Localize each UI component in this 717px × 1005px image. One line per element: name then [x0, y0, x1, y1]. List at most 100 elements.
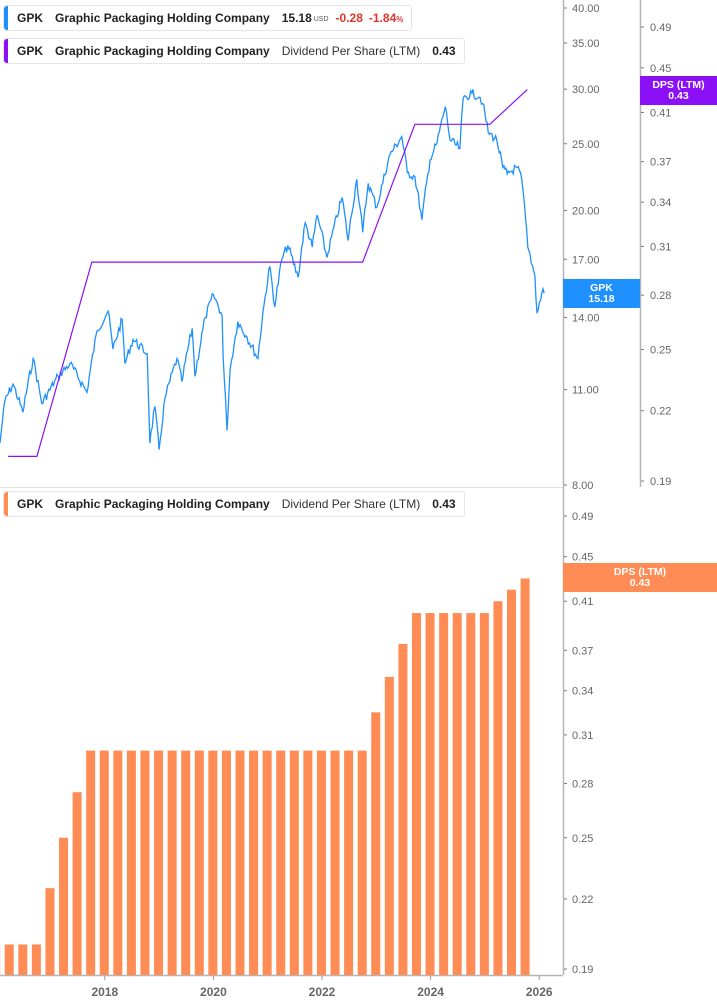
dps-legend-top[interactable]: GPK Graphic Packaging Holding Company Di… [3, 38, 465, 64]
company-name: Graphic Packaging Holding Company [55, 11, 270, 25]
dps-bar [154, 750, 164, 975]
tag-label: DPS (LTM) [652, 78, 705, 91]
dps-line [8, 89, 528, 457]
price-axis-label: 35.00 [572, 38, 600, 50]
x-axis-label: 2018 [91, 985, 118, 999]
bar-axis-label: 0.49 [572, 511, 593, 523]
dps-bar [371, 712, 381, 975]
dps-axis-label: 0.31 [650, 241, 671, 253]
dps-axis-label: 0.28 [650, 290, 671, 302]
pct-sign: % [396, 15, 404, 24]
dps-bar [316, 750, 326, 975]
dps-bar [507, 589, 517, 975]
dps-bar [167, 750, 177, 975]
dps-bar [520, 578, 530, 975]
bar-axis-label: 0.45 [572, 552, 593, 564]
dps-bar [425, 613, 435, 975]
dps-bar [344, 750, 354, 975]
x-axis-label: 2020 [200, 985, 227, 999]
bar-axis-label: 0.22 [572, 894, 593, 906]
price-axis-label: 17.00 [572, 254, 600, 266]
metric-name: Dividend Per Share (LTM) [281, 44, 421, 58]
dps-bar [249, 750, 259, 975]
dps-bar [86, 750, 96, 975]
price-axis-label: 20.00 [572, 206, 600, 218]
bar-axis-label: 0.31 [572, 730, 593, 742]
tag-value: 15.18 [588, 292, 615, 305]
dps-bar [330, 750, 340, 975]
dps-bar [181, 750, 191, 975]
x-axis-label: 2024 [417, 985, 444, 999]
dps-bar [18, 944, 28, 975]
price-value: 15.18 [281, 11, 312, 25]
price-change-pct: -1.84 [368, 11, 397, 25]
bar-axis-label: 0.34 [572, 686, 593, 698]
bar-axis-label: 0.41 [572, 596, 593, 608]
dps-bar [398, 643, 408, 975]
bar-axis-label: 0.25 [572, 833, 593, 845]
dps-bar [31, 944, 41, 975]
price-axis-label: 25.00 [572, 139, 600, 151]
price-axis-label: 8.00 [572, 480, 593, 492]
bar-axis-label: 0.28 [572, 779, 593, 791]
dps-last-value-tag-top: DPS (LTM) 0.43 [640, 76, 717, 105]
dps-bar [289, 750, 299, 975]
dps-bar [72, 792, 82, 975]
price-line [0, 88, 545, 450]
tag-label: DPS (LTM) [613, 565, 667, 578]
dps-bar [59, 837, 69, 975]
dps-bar [303, 750, 313, 975]
price-change: -0.28 [335, 11, 363, 25]
dps-bar [45, 888, 55, 975]
dps-axis-label: 0.34 [650, 197, 671, 209]
dps-bar [4, 944, 14, 975]
dps-bar [357, 750, 367, 975]
price-series-color [4, 6, 8, 30]
dps-axis-label: 0.41 [650, 107, 671, 119]
dps-bar [466, 613, 476, 975]
dps-bar [140, 750, 150, 975]
dps-legend-bottom[interactable]: GPK Graphic Packaging Holding Company Di… [3, 491, 465, 517]
tag-label: GPK [590, 281, 613, 294]
dps-bar [411, 613, 421, 975]
dps-axis-label: 0.22 [650, 406, 671, 418]
symbol: GPK [17, 497, 44, 511]
price-axis-label: 14.00 [572, 312, 600, 324]
dps-bar [479, 613, 489, 975]
price-axis-label: 11.00 [572, 385, 599, 397]
dps-bar [221, 750, 231, 975]
dps-bar [235, 750, 245, 975]
dps-bar [208, 750, 218, 975]
price-legend[interactable]: GPK Graphic Packaging Holding Company 15… [3, 5, 413, 31]
dps-axis-label: 0.49 [650, 22, 671, 34]
dps-bar [262, 750, 272, 975]
dps-bar [439, 613, 449, 975]
dps-bar [276, 750, 286, 975]
company-name: Graphic Packaging Holding Company [55, 44, 270, 58]
dps-bar-series-color [4, 492, 8, 516]
tag-value: 0.43 [629, 576, 651, 589]
metric-value: 0.43 [432, 44, 456, 58]
price-axis-label: 40.00 [572, 3, 600, 15]
metric-value: 0.43 [432, 497, 456, 511]
tag-value: 0.43 [668, 89, 689, 102]
price-last-value-tag: GPK 15.18 [563, 279, 640, 308]
dps-bar [113, 750, 123, 975]
currency: USD [313, 16, 329, 23]
dps-bar [384, 676, 394, 975]
x-axis-label: 2026 [526, 985, 553, 999]
company-name: Graphic Packaging Holding Company [55, 497, 270, 511]
dps-bar [126, 750, 136, 975]
dps-series-color [4, 39, 8, 63]
dps-axis-label: 0.25 [650, 344, 671, 356]
symbol: GPK [17, 44, 44, 58]
price-axis-label: 30.00 [572, 84, 600, 96]
dps-last-value-tag-bottom: DPS (LTM) 0.43 [563, 563, 717, 592]
dps-bar [99, 750, 109, 975]
bar-axis-label: 0.19 [572, 964, 593, 976]
dps-bar [194, 750, 204, 975]
symbol: GPK [17, 11, 44, 25]
dps-axis-label: 0.19 [650, 476, 671, 488]
